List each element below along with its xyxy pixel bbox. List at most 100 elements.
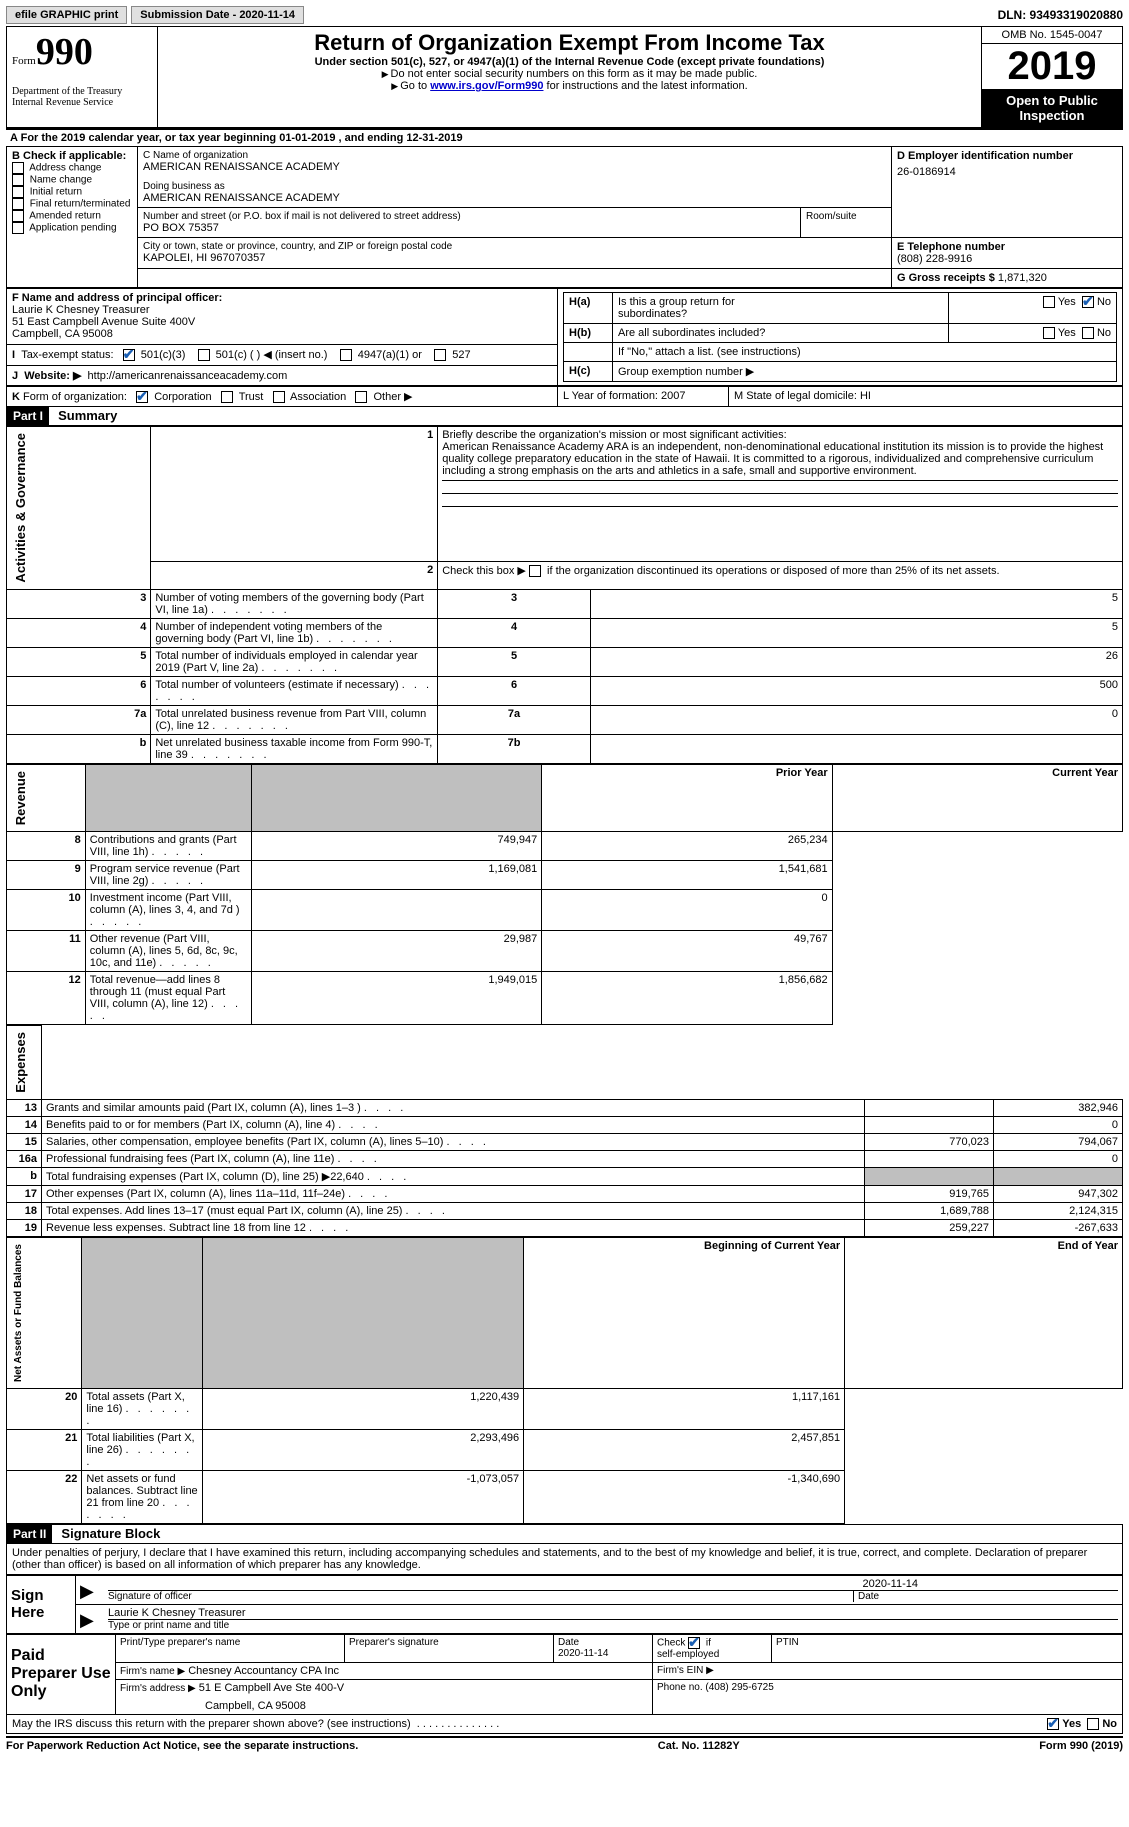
part1-header: Part I (7, 407, 49, 425)
omb-number: OMB No. 1545-0047 (982, 27, 1122, 44)
hc-prefix: H(c) (564, 362, 613, 382)
date-label: Date (853, 1591, 1118, 1602)
sign-here: Sign Here (7, 1575, 76, 1633)
officer-name-title: Laurie K Chesney Treasurer (108, 1607, 1118, 1619)
d-label: D Employer identification number (897, 150, 1117, 162)
open-to-public: Open to Public Inspection (982, 89, 1122, 127)
form-ref: Form 990 (2019) (1039, 1740, 1123, 1752)
officer-addr1: 51 East Campbell Avenue Suite 400V (12, 316, 552, 328)
dba-name: AMERICAN RENAISSANCE ACADEMY (143, 192, 886, 204)
officer-status-block: F Name and address of principal officer:… (6, 288, 1123, 386)
dba-label: Doing business as (143, 181, 886, 192)
l1-label: Briefly describe the organization's miss… (442, 429, 786, 441)
form-subtitle: Under section 501(c), 527, or 4947(a)(1)… (163, 56, 976, 68)
b-opt-1-checkbox[interactable] (12, 174, 24, 186)
self-employed-checkbox[interactable] (688, 1637, 700, 1649)
4947-checkbox[interactable] (340, 349, 352, 361)
corp-checkbox[interactable] (136, 391, 148, 403)
dept-treasury: Department of the Treasury Internal Reve… (12, 86, 152, 108)
side-label-rev: Revenue (11, 767, 30, 829)
b-opt-3-checkbox[interactable] (12, 198, 24, 210)
section-a: A For the 2019 calendar year, or tax yea… (6, 128, 1123, 146)
street-label: Number and street (or P.O. box if mail i… (143, 211, 795, 222)
discuss-question: May the IRS discuss this return with the… (12, 1718, 411, 1730)
expenses-table: Expenses 13Grants and similar amounts pa… (6, 1025, 1123, 1237)
officer-name: Laurie K Chesney Treasurer (12, 304, 552, 316)
paperwork-notice: For Paperwork Reduction Act Notice, see … (6, 1740, 358, 1752)
city: KAPOLEI, HI 967070357 (143, 252, 886, 264)
type-name-label: Type or print name and title (108, 1619, 1118, 1631)
l1-text: American Renaissance Academy ARA is an i… (442, 441, 1103, 477)
e-label: E Telephone number (897, 241, 1117, 253)
discuss-no-checkbox[interactable] (1087, 1718, 1099, 1730)
ha-prefix: H(a) (564, 293, 613, 324)
firm-phone: (408) 295-6725 (705, 1682, 773, 1693)
gross-receipts: 1,871,320 (998, 272, 1047, 284)
room-label: Room/suite (806, 211, 886, 222)
form-footer: For Paperwork Reduction Act Notice, see … (6, 1736, 1123, 1752)
discuss-yes-checkbox[interactable] (1047, 1718, 1059, 1730)
ein: 26-0186914 (897, 166, 1117, 178)
revenue-table: Revenue Prior Year Current Year 8Contrib… (6, 764, 1123, 1025)
print-name-label: Print/Type preparer's name (116, 1634, 345, 1662)
cat-no: Cat. No. 11282Y (658, 1740, 740, 1752)
b-opt-0-checkbox[interactable] (12, 162, 24, 174)
part1-title: Summary (52, 408, 117, 423)
assoc-checkbox[interactable] (273, 391, 285, 403)
identity-block: B Check if applicable: Address change Na… (6, 146, 1123, 288)
goto-instructions: Go to www.irs.gov/Form990 for instructio… (163, 80, 976, 92)
other-checkbox[interactable] (355, 391, 367, 403)
city-label: City or town, state or province, country… (143, 241, 886, 252)
form-number: 990 (36, 31, 93, 73)
527-checkbox[interactable] (434, 349, 446, 361)
form-header: Form990 Department of the Treasury Inter… (6, 26, 1123, 128)
l2-checkbox[interactable] (529, 565, 541, 577)
firm-ein-label: Firm's EIN ▶ (653, 1662, 1123, 1679)
website: http://americanrenaissanceacademy.com (88, 370, 288, 382)
efile-print-button[interactable]: efile GRAPHIC print (6, 6, 127, 24)
ha-no-checkbox[interactable] (1082, 296, 1094, 308)
form990-link[interactable]: www.irs.gov/Form990 (430, 80, 543, 92)
g-label: G Gross receipts $ (897, 272, 995, 284)
part1-table: Activities & Governance 1 Briefly descri… (6, 426, 1123, 764)
tax-year: 2019 (982, 44, 1122, 89)
hc-label: Group exemption number ▶ (613, 362, 1117, 382)
dln: DLN: 93493319020880 (998, 8, 1123, 22)
org-name: AMERICAN RENAISSANCE ACADEMY (143, 161, 886, 173)
phone: (808) 228-9916 (897, 253, 1117, 265)
ssn-warning: Do not enter social security numbers on … (163, 68, 976, 80)
501c3-checkbox[interactable] (123, 349, 135, 361)
paid-preparer-label: Paid Preparer Use Only (7, 1634, 116, 1714)
firm-addr2: Campbell, CA 95008 (120, 1700, 648, 1712)
part2-title: Signature Block (55, 1526, 160, 1541)
hb-prefix: H(b) (564, 324, 613, 343)
side-label-exp: Expenses (11, 1028, 30, 1097)
form-title: Return of Organization Exempt From Incom… (163, 30, 976, 56)
officer-addr2: Campbell, CA 95008 (12, 328, 552, 340)
ptin-label: PTIN (772, 1634, 1123, 1662)
h-note: If "No," attach a list. (see instruction… (613, 343, 1117, 362)
501c-checkbox[interactable] (198, 349, 210, 361)
year-formation: L Year of formation: 2007 (558, 387, 729, 407)
hb-no-checkbox[interactable] (1082, 327, 1094, 339)
netassets-table: Net Assets or Fund Balances Beginning of… (6, 1237, 1123, 1524)
side-label-gov: Activities & Governance (11, 429, 30, 587)
b-opt-5-checkbox[interactable] (12, 222, 24, 234)
sig-date-value: 2020-11-14 (108, 1578, 1118, 1590)
b-opt-2-checkbox[interactable] (12, 186, 24, 198)
hb-yes-checkbox[interactable] (1043, 327, 1055, 339)
trust-checkbox[interactable] (221, 391, 233, 403)
col-end: End of Year (845, 1237, 1123, 1388)
side-label-net: Net Assets or Fund Balances (11, 1240, 26, 1386)
prep-sig-label: Preparer's signature (345, 1634, 554, 1662)
b-opt-4-checkbox[interactable] (12, 210, 24, 222)
prep-date: 2020-11-14 (558, 1648, 608, 1659)
form-word: Form (12, 55, 36, 67)
c-label: C Name of organization (143, 150, 886, 161)
signature-block: Sign Here ▶ 2020-11-14 Signature of offi… (6, 1575, 1123, 1634)
b-label: B Check if applicable: (12, 150, 132, 162)
l2-text: Check this box ▶ if the organization dis… (438, 561, 1123, 589)
ha-yes-checkbox[interactable] (1043, 296, 1055, 308)
submission-date: Submission Date - 2020-11-14 (131, 6, 304, 24)
part2-header: Part II (7, 1525, 52, 1543)
